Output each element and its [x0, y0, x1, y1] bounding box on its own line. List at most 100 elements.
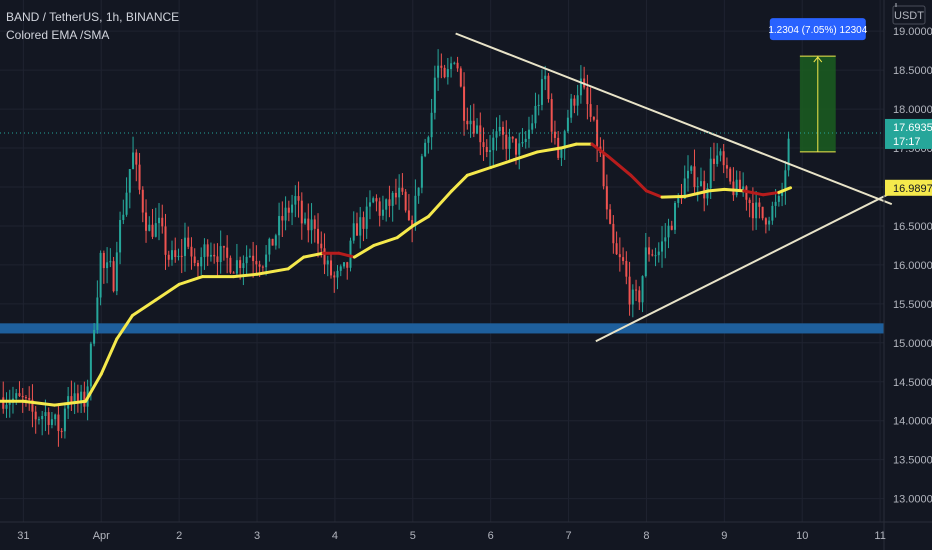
candle-body [284, 207, 287, 221]
candle-body [508, 136, 511, 149]
candle-body [54, 414, 57, 420]
currency-badge [892, 5, 926, 25]
candle-body [287, 207, 290, 213]
candle-body [96, 297, 99, 330]
candle-body [489, 150, 492, 153]
candle-body [424, 142, 427, 157]
candle-body [544, 75, 547, 80]
candle-body [751, 202, 754, 219]
candle-body [738, 179, 741, 190]
candle-body [255, 261, 258, 265]
time-tick-label: 7 [566, 530, 572, 542]
candle-body [719, 151, 722, 156]
candle-body [239, 260, 242, 269]
candle-body [93, 329, 96, 344]
candle-body [401, 187, 404, 192]
candle-body [281, 216, 284, 221]
candle-body [310, 219, 313, 231]
candle-body [667, 225, 670, 238]
candle-body [119, 220, 122, 253]
candle-body [596, 119, 599, 147]
price-tick-label: 19.0000 [893, 26, 932, 38]
time-axis[interactable]: 31 Apr 2 3 4 5 6 7 8 9 10 11 [0, 521, 932, 542]
candle-body [651, 254, 654, 256]
candle-body [592, 116, 595, 120]
candle-body [502, 126, 505, 135]
candle-body [450, 63, 453, 70]
candle-body [725, 165, 728, 169]
candle-body [326, 260, 329, 265]
candle-body [47, 412, 50, 425]
candle-body [482, 142, 485, 148]
candle-body [420, 156, 423, 188]
ma-segment [683, 189, 711, 198]
candle-body [15, 393, 18, 399]
candle-body [550, 99, 553, 132]
price-axis[interactable]: 19.000018.500018.000017.500017.000016.50… [883, 0, 932, 550]
ma-segment [535, 146, 563, 154]
candle-body [206, 244, 209, 257]
candle-body [547, 75, 550, 100]
candle-body [553, 131, 556, 138]
ma-segment [722, 187, 746, 193]
candle-body [333, 275, 336, 278]
candle-body [781, 189, 784, 196]
candle-body [2, 397, 5, 409]
candle-body [317, 228, 320, 244]
candle-body [628, 276, 631, 305]
candle-body [677, 196, 680, 203]
candle-body [758, 202, 761, 207]
candle-body [674, 202, 677, 230]
candle-body [748, 199, 751, 203]
time-tick-label: Apr [93, 530, 110, 542]
candle-body [411, 220, 414, 227]
last-price-badge [885, 118, 932, 149]
candle-body [109, 261, 112, 263]
candle-body [297, 196, 300, 201]
candle-body [245, 256, 248, 264]
candle-body [589, 104, 592, 117]
candle-body [145, 212, 148, 231]
price-tick-label: 18.5000 [893, 65, 932, 77]
triangle-trendlines [455, 32, 901, 343]
candle-body [683, 178, 686, 199]
candle-body [440, 65, 443, 68]
candle-body [8, 402, 11, 405]
candle-body [696, 186, 699, 188]
ma-segment [426, 189, 454, 219]
candle-body [76, 393, 79, 401]
candle-body [323, 248, 326, 265]
ma-segment [450, 173, 469, 193]
candle-body [573, 98, 576, 106]
candle-body [115, 252, 118, 292]
candle-body [586, 87, 589, 105]
candle-body [320, 243, 323, 249]
candle-body [777, 195, 780, 202]
grid-lines [0, 0, 884, 522]
candle-body [291, 204, 294, 213]
candle-body [742, 186, 745, 190]
candle-body [472, 120, 475, 134]
ma-segment [154, 282, 181, 302]
candle-body [128, 169, 131, 193]
candle-body [605, 186, 608, 210]
ma-segment [644, 189, 664, 199]
candle-body [764, 218, 767, 225]
ma-segment [395, 224, 415, 240]
ma-segment [115, 314, 134, 341]
candle-body [521, 142, 524, 144]
candle-body [686, 170, 689, 179]
candle-body [657, 251, 660, 256]
candle-body [755, 202, 758, 219]
candle-body [661, 241, 664, 252]
ma-segment [590, 142, 610, 158]
time-tick-label: 8 [643, 530, 649, 542]
candle-body [229, 257, 232, 273]
candle-body [154, 223, 157, 237]
candle-body [492, 137, 495, 151]
candle-body [602, 152, 605, 187]
time-tick-label: 11 [874, 530, 885, 542]
candle-body [398, 187, 401, 198]
candle-body [394, 192, 397, 198]
